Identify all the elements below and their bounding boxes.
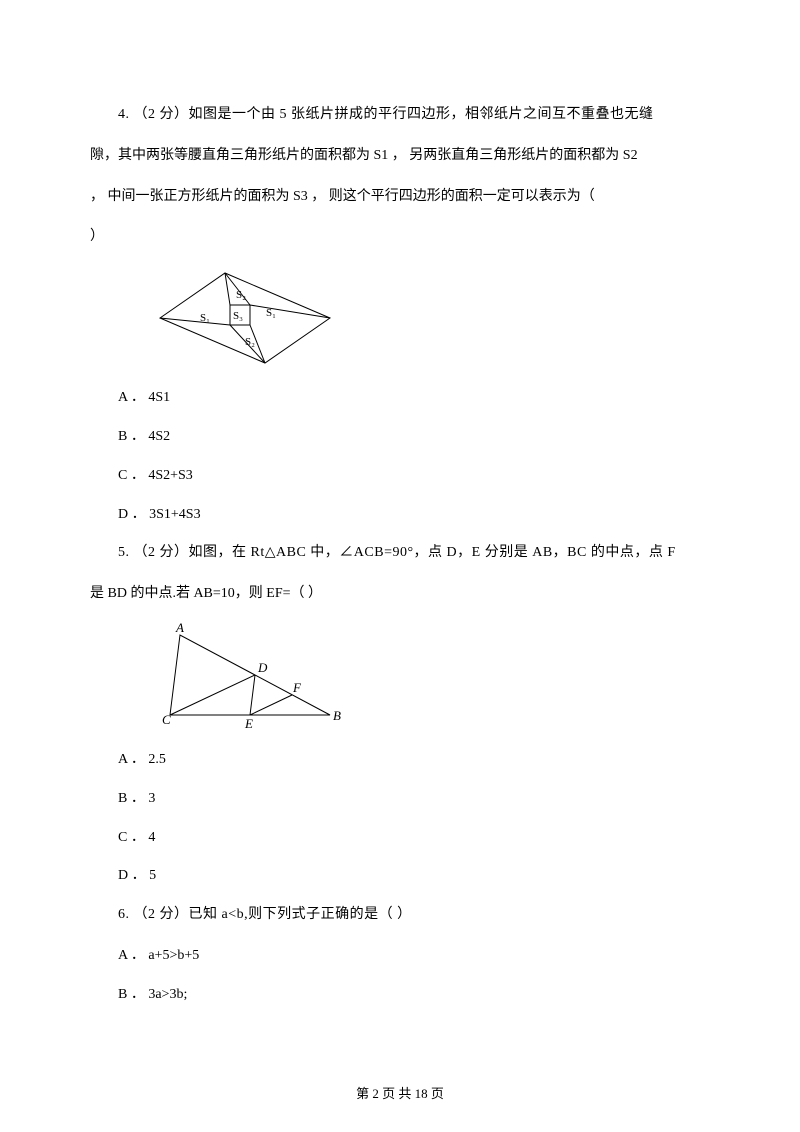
label-s1-left: S₁ bbox=[200, 312, 210, 324]
label-s2-bottom: S₂ bbox=[245, 336, 255, 348]
triangle-diagram: A B C D E F bbox=[150, 620, 350, 735]
page-footer: 第 2 页 共 18 页 bbox=[0, 1083, 800, 1102]
q5-stem-line2: 是 BD 的中点.若 AB=10，则 EF=（ ） bbox=[90, 579, 710, 610]
q6-option-a: A ． a+5>b+5 bbox=[90, 941, 710, 972]
q4-option-c: C ． 4S2+S3 bbox=[90, 461, 710, 492]
q6-stem: 6. （2 分）已知 a<b,则下列式子正确的是（ ） bbox=[90, 900, 710, 931]
q4-stem-line3: ， 中间一张正方形纸片的面积为 S3 ， 则这个平行四边形的面积一定可以表示为（ bbox=[90, 182, 710, 213]
q4-option-a: A ． 4S1 bbox=[90, 383, 710, 414]
label-s2-top: S₂ bbox=[236, 289, 246, 301]
q4-stem-line2: 隙，其中两张等腰直角三角形纸片的面积都为 S1 ， 另两张直角三角形纸片的面积都… bbox=[90, 141, 710, 172]
label-f: F bbox=[292, 680, 302, 695]
label-e: E bbox=[244, 716, 253, 731]
q4-stem-line1: 4. （2 分）如图是一个由 5 张纸片拼成的平行四边形，相邻纸片之间互不重叠也… bbox=[90, 100, 710, 131]
q6-option-b: B ． 3a>3b; bbox=[90, 980, 710, 1011]
q5-option-b: B ． 3 bbox=[90, 784, 710, 815]
label-d: D bbox=[257, 660, 268, 675]
q4-option-b: B ． 4S2 bbox=[90, 422, 710, 453]
q4-stem-line4: ） bbox=[90, 222, 710, 253]
page: 4. （2 分）如图是一个由 5 张纸片拼成的平行四边形，相邻纸片之间互不重叠也… bbox=[0, 0, 800, 1132]
label-b: B bbox=[333, 708, 341, 723]
q5-stem-line1: 5. （2 分）如图，在 Rt△ABC 中，∠ACB=90°，点 D，E 分别是… bbox=[90, 538, 710, 569]
q5-option-a: A ． 2.5 bbox=[90, 745, 710, 776]
q4-figure: S₁ S₁ S₂ S₂ S₃ bbox=[150, 263, 710, 373]
label-s1-right: S₁ bbox=[266, 307, 276, 319]
q5-figure: A B C D E F bbox=[150, 620, 710, 735]
q5-option-d: D ． 5 bbox=[90, 861, 710, 892]
parallelogram-diagram: S₁ S₁ S₂ S₂ S₃ bbox=[150, 263, 340, 373]
q4-option-d: D ． 3S1+4S3 bbox=[90, 500, 710, 531]
label-c: C bbox=[162, 712, 171, 727]
label-a: A bbox=[175, 620, 184, 635]
label-s3: S₃ bbox=[233, 310, 243, 322]
q5-option-c: C ． 4 bbox=[90, 823, 710, 854]
